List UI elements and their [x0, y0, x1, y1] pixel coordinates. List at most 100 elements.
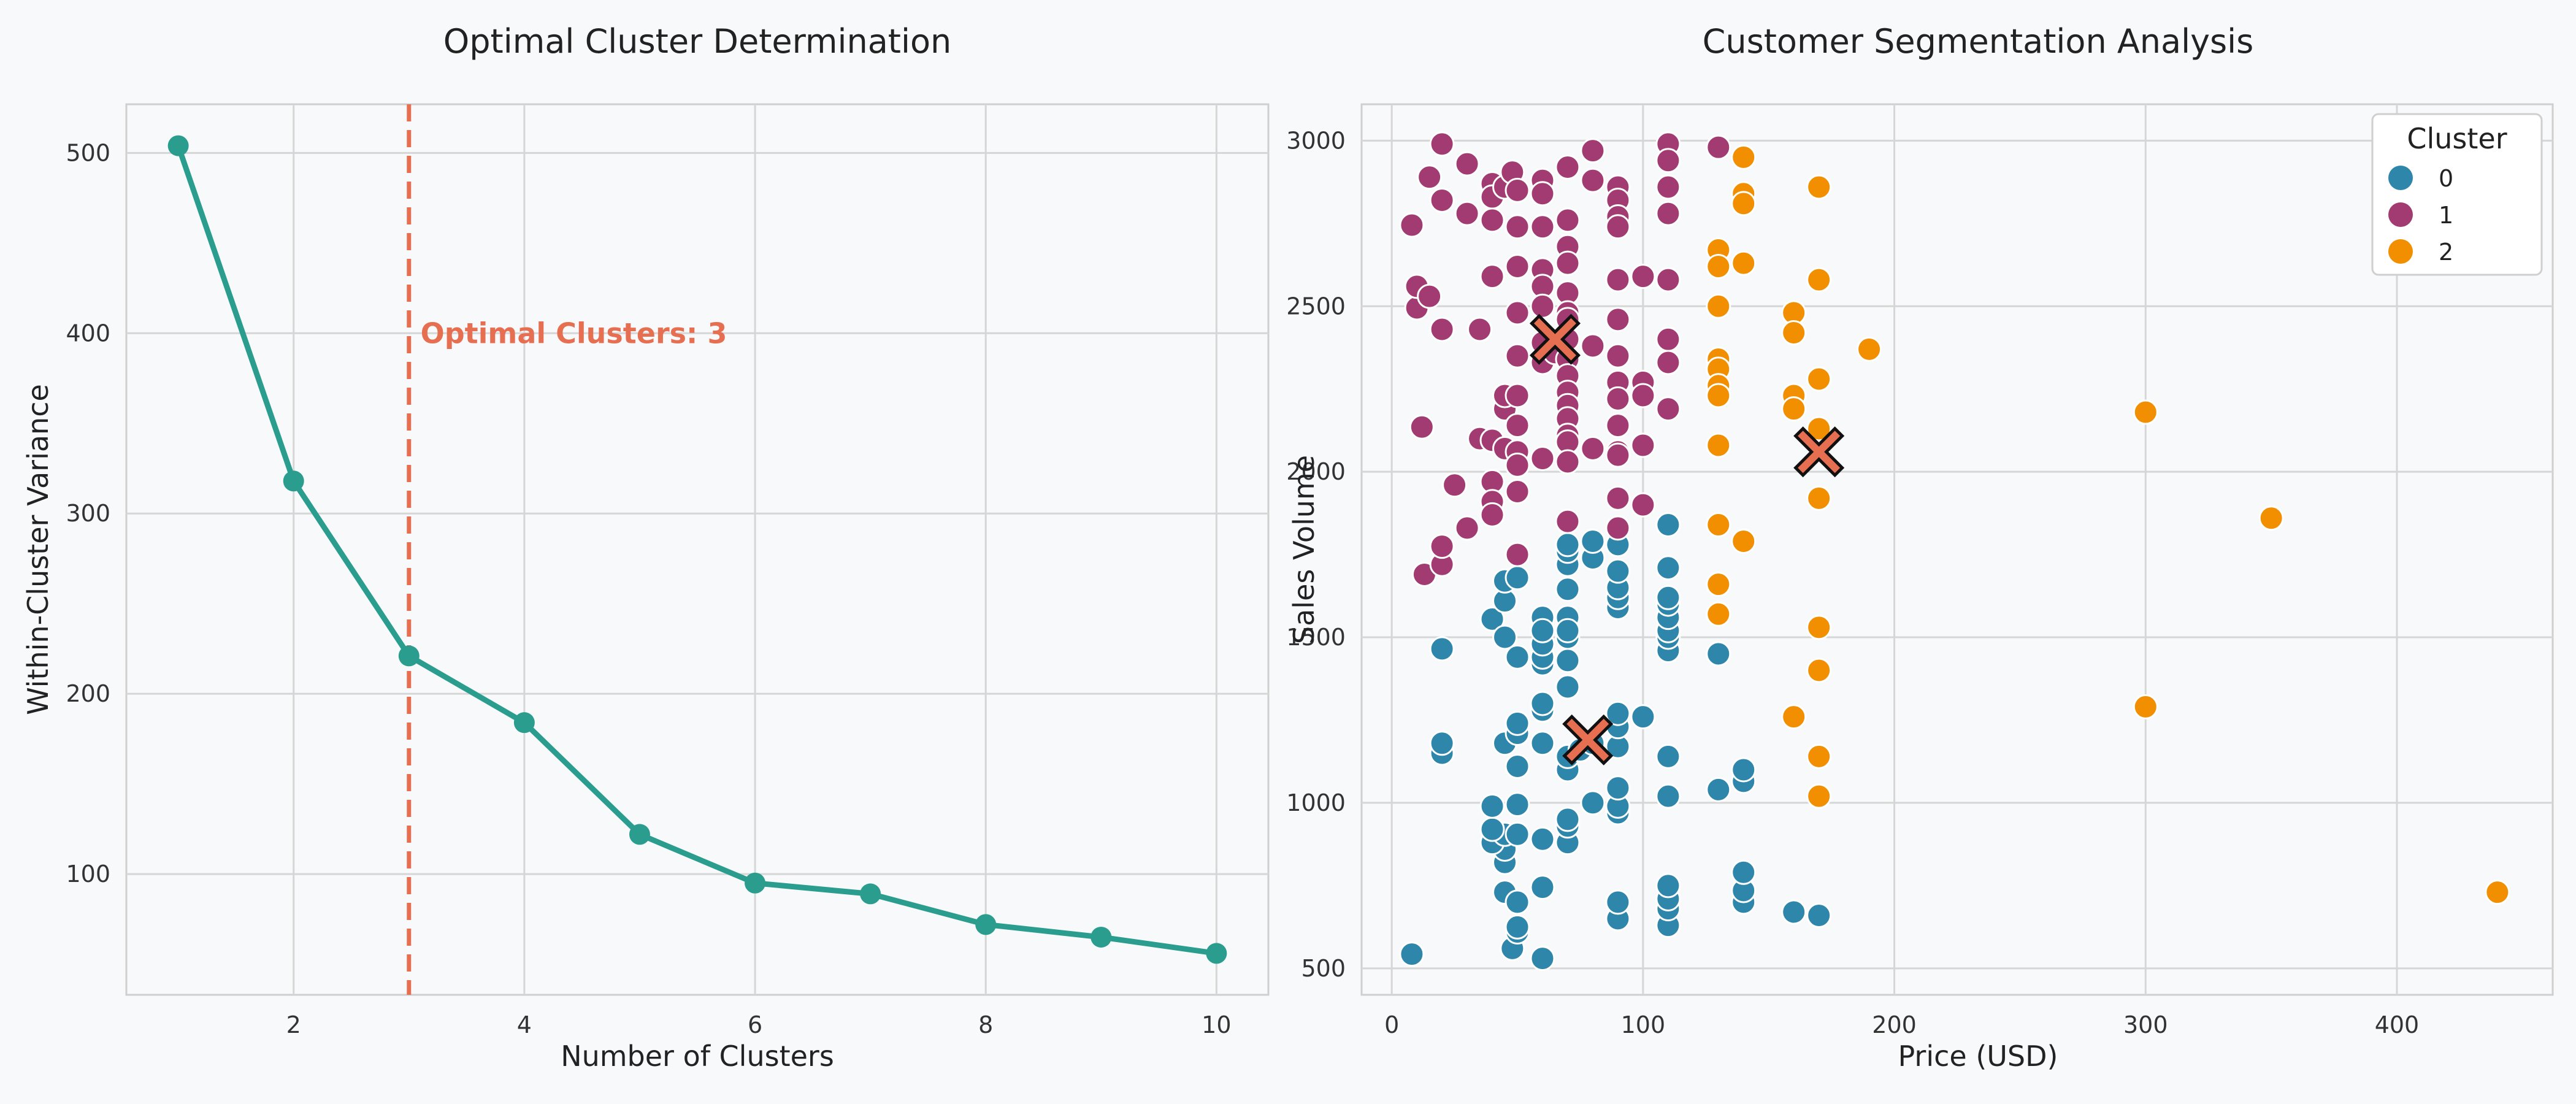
cluster-2-point [1731, 191, 1757, 217]
x-tick-label: 10 [1202, 1011, 1231, 1038]
y-tick-label: 400 [66, 320, 110, 347]
tick-labels: 0 100 200 300 400 500 1000 1500 2000 2500 3000 [1286, 127, 2419, 1038]
cluster-2-point [2485, 880, 2510, 905]
cluster-1-point [1706, 134, 1731, 160]
cluster-1-point [1655, 201, 1681, 226]
cluster-0-point [1605, 889, 1631, 915]
legend-marker-2 [2388, 239, 2413, 264]
y-axis-label: Within-Cluster Variance [21, 384, 55, 715]
cluster-2-point [1706, 383, 1731, 408]
cluster-0-point [1630, 704, 1656, 730]
cluster-0-point [1655, 743, 1681, 769]
cluster-2-point [1806, 267, 1832, 293]
cluster-1-point [1505, 253, 1530, 279]
cluster-2-point [1706, 601, 1731, 627]
cluster-0-point [1605, 775, 1631, 801]
y-tick-label: 500 [66, 139, 110, 166]
centroid-marker [1793, 426, 1845, 478]
chart-title: Customer Segmentation Analysis [1703, 22, 2254, 61]
x-axis-label: Number of Clusters [561, 1040, 834, 1073]
cluster-1-point [1479, 207, 1505, 233]
cluster-0-point [1706, 776, 1731, 802]
cluster-0-point [1505, 565, 1530, 591]
cluster-0-point [1655, 512, 1681, 538]
cluster-0-point [1655, 555, 1681, 581]
cluster-1-point [1505, 413, 1530, 439]
legend-marker-1 [2388, 202, 2413, 227]
cluster-0-point [1555, 807, 1581, 832]
cluster-2-point [1706, 253, 1731, 279]
cluster-0-point [1655, 585, 1681, 610]
tick-labels: 2 4 6 8 10 100 200 300 400 500 [66, 139, 1231, 1038]
cluster-0-point [1605, 558, 1631, 584]
cluster-2-point [1781, 396, 1807, 422]
cluster-0-point [1580, 529, 1606, 554]
cluster-0-point [1706, 641, 1731, 667]
legend: Cluster 0 1 2 [2371, 113, 2543, 276]
cluster-0-point [1655, 873, 1681, 899]
y-tick-label: 300 [66, 500, 110, 527]
variance-point [398, 645, 420, 667]
cluster-0-point [1580, 790, 1606, 816]
cluster-1-point [1555, 449, 1581, 475]
variance-point [513, 712, 535, 734]
cluster-0-point [1605, 700, 1631, 726]
cluster-0-point [1505, 792, 1530, 818]
grid [1362, 104, 2553, 995]
cluster-0-point [1555, 648, 1581, 673]
cluster-0-point [1505, 644, 1530, 670]
cluster-1-point [1505, 177, 1530, 203]
cluster-1-point [1505, 479, 1530, 505]
cluster-1-point [1530, 446, 1555, 472]
elbow-chart: 2 4 6 8 10 100 200 300 400 500 Optimal Cluster De… [21, 22, 1270, 1073]
centroid-marker [1529, 313, 1581, 365]
cluster-1-point [1505, 214, 1530, 240]
cluster-2-point [2133, 694, 2158, 719]
cluster-0-point [1479, 816, 1505, 842]
cluster-1-point [1580, 138, 1606, 164]
cluster-2-point [1781, 320, 1807, 345]
x-tick-label: 4 [517, 1011, 532, 1038]
x-tick-label: 200 [1872, 1011, 1917, 1038]
cluster-1-point [1555, 155, 1581, 180]
cluster-1-point [1605, 515, 1631, 541]
cluster-1-point [1655, 396, 1681, 422]
legend-label-1: 1 [2439, 202, 2453, 229]
cluster-2-point [1806, 657, 1832, 683]
legend-marker-0 [2388, 166, 2413, 190]
cluster-1-point [1429, 131, 1455, 157]
cluster-1-point [1479, 264, 1505, 289]
variance-point [629, 824, 650, 845]
cluster-0-point [1530, 730, 1555, 756]
variance-point [167, 135, 189, 156]
cluster-1-point [1655, 148, 1681, 174]
variance-point [1206, 943, 1227, 964]
cluster-1-point [1605, 343, 1631, 369]
cluster-1-point [1467, 316, 1493, 342]
cluster-1-point [1605, 442, 1631, 468]
cluster-1-point [1429, 316, 1455, 342]
cluster-0-point [1530, 946, 1555, 972]
cluster-1-point [1605, 214, 1631, 240]
cluster-2-point [1731, 144, 1757, 170]
cluster-1-point [1630, 383, 1656, 408]
legend-label-2: 2 [2439, 239, 2453, 266]
cluster-1-point [1630, 264, 1656, 289]
cluster-1-point [1417, 164, 1443, 190]
variance-point [860, 883, 881, 905]
y-tick-label: 1500 [1286, 624, 1346, 651]
x-tick-label: 100 [1621, 1011, 1666, 1038]
cluster-0-point [1530, 691, 1555, 716]
cluster-1-point [1454, 151, 1480, 177]
cluster-1-point [1655, 350, 1681, 375]
cluster-2-point [1806, 174, 1832, 200]
cluster-2-point [1706, 293, 1731, 319]
data-marks [167, 135, 1227, 964]
cluster-2-point [2133, 399, 2158, 425]
cluster-0-point [1731, 757, 1757, 783]
cluster-1-point [1605, 307, 1631, 332]
y-tick-label: 3000 [1286, 127, 1346, 154]
legend-box [2371, 113, 2543, 276]
cluster-0-point [1555, 532, 1581, 558]
